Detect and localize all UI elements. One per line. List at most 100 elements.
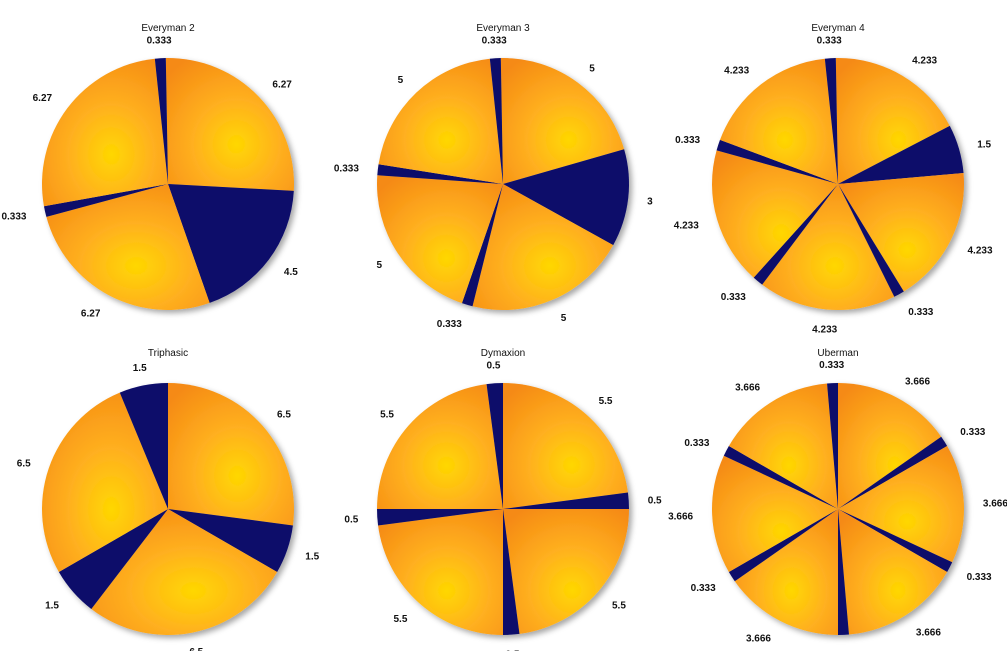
pie-slice-sleep xyxy=(728,509,838,582)
pie-slice-sleep xyxy=(154,58,168,184)
slice-label: 5.5 xyxy=(599,396,613,407)
chart-panel-3: Everyman 4 4.233 1.5 4.233 0.333 4.233 0.333 4.… xyxy=(670,0,1005,335)
chart-panel-5: Dymaxion 5.5 0.5 5.5 0.5 5.5 0.5 5.5 0.5 xyxy=(335,325,670,651)
slice-label: 3.666 xyxy=(735,383,760,394)
slice-label: 0.333 xyxy=(482,35,507,46)
pie-slice-sleep xyxy=(461,184,503,307)
slice-label: 1.5 xyxy=(133,363,147,374)
pie-slice-sleep xyxy=(43,184,168,217)
slice-label: 4.233 xyxy=(812,324,837,335)
pie-chart-1: Everyman 2 6.27 4.5 6.27 0.333 6.27 0.333 xyxy=(1,23,298,319)
slice-label: 5 xyxy=(561,313,567,324)
slice-label: 0.333 xyxy=(691,583,716,594)
chart-title: Everyman 3 xyxy=(476,23,530,34)
pie-slice-wake xyxy=(472,184,614,310)
slice-label: 5.5 xyxy=(612,601,626,612)
pie-slice-wake xyxy=(168,383,294,526)
chart-title: Triphasic xyxy=(148,348,188,359)
pie-slice-sleep xyxy=(503,149,630,246)
slice-label: 5 xyxy=(398,75,404,86)
pie-slices xyxy=(711,383,965,635)
pie-slice-sleep xyxy=(503,509,520,635)
slice-label: 3.666 xyxy=(746,634,771,645)
slice-label: 5.5 xyxy=(380,409,394,420)
pie-slice-wake xyxy=(500,58,625,184)
pie-slice-wake xyxy=(41,392,168,572)
chart-title: Uberman xyxy=(817,348,858,359)
pie-slice-wake xyxy=(838,173,964,292)
pie-slice-wake xyxy=(46,184,210,311)
pie-slice-sleep xyxy=(168,509,293,572)
slice-label: 6.5 xyxy=(277,409,291,420)
chart-panel-4: Triphasic 6.5 1.5 6.5 1.5 6.5 1.5 xyxy=(0,325,335,651)
pie-slice-wake xyxy=(165,58,294,191)
slice-label: 1.5 xyxy=(45,601,59,612)
pie-slices xyxy=(377,58,630,310)
pie-slices xyxy=(712,58,964,311)
slice-label: 0.5 xyxy=(344,515,358,526)
pie-slice-wake xyxy=(42,58,169,207)
pie-slices xyxy=(42,58,294,311)
pie-slice-wake xyxy=(91,509,278,635)
slice-label: 6.27 xyxy=(81,308,101,319)
pie-slice-sleep xyxy=(486,383,503,509)
pie-slice-wake xyxy=(378,58,503,184)
slice-label: 0.333 xyxy=(832,650,857,651)
pie-slice-wake xyxy=(762,184,895,311)
slice-label: 6.5 xyxy=(189,647,203,651)
chart-panel-2: Everyman 3 5 3 5 0.333 5 0.333 5 0.333 xyxy=(334,0,670,330)
pie-slice-sleep xyxy=(838,509,849,635)
pie-slice-wake xyxy=(503,509,629,634)
slice-label: 0.5 xyxy=(648,496,662,507)
slice-label: 0.333 xyxy=(334,164,359,175)
pie-slice-wake xyxy=(377,175,503,304)
slice-label: 0.5 xyxy=(487,360,501,371)
pie-chart-2: Everyman 3 5 3 5 0.333 5 0.333 5 0.333 xyxy=(334,23,653,330)
pie-slice-wake xyxy=(378,509,503,635)
pie-chart-6: Uberman 3.666 0.333 3.666 0.333 3.666 0.333 3.6… xyxy=(668,348,1007,651)
pie-slice-wake xyxy=(734,509,838,635)
slice-label: 3.666 xyxy=(668,511,693,522)
pie-slice-wake xyxy=(503,383,628,509)
pie-slice-sleep xyxy=(838,184,904,297)
slice-label: 0.333 xyxy=(684,438,709,449)
slice-label: 0.333 xyxy=(967,572,992,583)
pie-slice-sleep xyxy=(168,184,294,303)
chart-title: Dymaxion xyxy=(481,348,525,359)
slice-label: 0.333 xyxy=(960,427,985,438)
slice-label: 0.333 xyxy=(437,319,462,330)
pie-slice-wake xyxy=(719,58,838,184)
pie-slice-sleep xyxy=(838,125,964,184)
slice-label: 3 xyxy=(647,196,653,207)
slice-label: 3.666 xyxy=(983,499,1007,510)
pie-slice-sleep xyxy=(723,446,838,509)
chart-panel-1: Everyman 2 6.27 4.5 6.27 0.333 6.27 0.333 xyxy=(0,0,335,325)
pie-slice-sleep xyxy=(838,509,953,572)
slice-label: 1.5 xyxy=(305,552,319,563)
pie-slice-sleep xyxy=(838,436,948,509)
pie-slice-wake xyxy=(838,446,965,563)
slice-label: 0.333 xyxy=(908,307,933,318)
pie-chart-5: Dymaxion 5.5 0.5 5.5 0.5 5.5 0.5 5.5 0.5 xyxy=(344,348,662,651)
slice-label: 4.5 xyxy=(284,267,298,278)
pie-slice-sleep xyxy=(753,184,838,285)
pie-slice-wake xyxy=(728,383,838,509)
slice-label: 5 xyxy=(589,63,595,74)
slice-label: 0.333 xyxy=(817,35,842,46)
pie-slice-wake xyxy=(838,383,942,509)
pie-slice-wake xyxy=(711,455,838,572)
chart-title: Everyman 2 xyxy=(141,23,195,34)
pie-slice-sleep xyxy=(827,383,838,509)
pie-slice-wake xyxy=(712,150,838,278)
pie-slice-wake xyxy=(835,58,950,184)
pie-chart-4: Triphasic 6.5 1.5 6.5 1.5 6.5 1.5 xyxy=(17,348,320,651)
pie-slice-wake xyxy=(377,384,503,509)
slice-label: 3.666 xyxy=(916,627,941,638)
slice-label: 6.27 xyxy=(33,93,53,104)
slice-label: 4.233 xyxy=(674,221,699,232)
chart-panel-6: Uberman 3.666 0.333 3.666 0.333 3.666 0.333 3.6… xyxy=(668,325,1007,651)
slice-label: 0.333 xyxy=(721,292,746,303)
slice-label: 4.233 xyxy=(724,65,749,76)
chart-title: Everyman 4 xyxy=(811,23,865,34)
slice-label: 4.233 xyxy=(968,245,993,256)
